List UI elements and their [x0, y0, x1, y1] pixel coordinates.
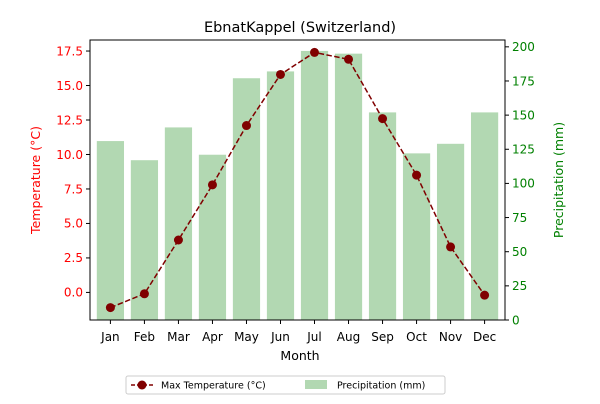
left-tick-label: 17.5 — [56, 44, 83, 58]
temperature-point — [275, 69, 285, 79]
x-axis: Jan Feb Mar Apr May Jun Jul Aug Sep Oct Nov Dec — [100, 320, 496, 344]
legend-label-precipitation: Precipitation (mm) — [337, 381, 425, 392]
right-tick-label: 200 — [512, 40, 535, 54]
precipitation-bar — [164, 127, 193, 320]
x-tick-label: Jun — [270, 330, 290, 344]
precipitation-bar — [368, 112, 397, 320]
temperature-point — [173, 235, 183, 245]
temperature-point — [480, 290, 490, 300]
right-tick-label: 100 — [512, 177, 535, 191]
precipitation-bar — [266, 71, 295, 320]
left-axis-label: Temperature (°C) — [28, 126, 43, 235]
temperature-point — [412, 170, 422, 180]
temperature-point — [446, 242, 456, 252]
right-tick-label: 175 — [512, 74, 535, 88]
temperature-point — [310, 47, 320, 57]
legend-frame — [125, 375, 446, 395]
x-tick-label: Aug — [337, 330, 360, 344]
temperature-point — [241, 121, 251, 131]
legend-marker-swatch — [137, 380, 147, 390]
x-tick-label: Nov — [439, 330, 462, 344]
right-tick-label: 25 — [512, 279, 527, 293]
chart-title: EbnatKappel (Switzerland) — [204, 20, 396, 36]
temperature-point — [344, 54, 354, 64]
left-tick-label: 0.0 — [64, 286, 83, 300]
left-tick-label: 15.0 — [56, 79, 83, 93]
x-tick-label: May — [234, 330, 259, 344]
right-tick-label: 50 — [512, 245, 527, 259]
x-tick-label: Jul — [306, 330, 321, 344]
temperature-line — [105, 47, 490, 313]
x-tick-label: Feb — [134, 330, 155, 344]
right-tick-label: 150 — [512, 108, 535, 122]
legend-label-temperature: Max Temperature (°C) — [161, 381, 266, 392]
left-tick-label: 2.5 — [64, 251, 83, 265]
x-tick-label: Sep — [371, 330, 394, 344]
left-tick-label: 5.0 — [64, 217, 83, 231]
precipitation-bar — [470, 112, 499, 320]
x-axis-label: Month — [280, 348, 319, 363]
temperature-point — [378, 114, 388, 124]
temperature-point — [207, 180, 217, 190]
x-tick-label: Dec — [473, 330, 496, 344]
x-tick-label: Jan — [100, 330, 120, 344]
temperature-point — [139, 289, 149, 299]
plot-frame — [89, 39, 506, 321]
x-tick-label: Oct — [406, 330, 427, 344]
precipitation-bar — [198, 154, 227, 320]
x-tick-label: Apr — [202, 330, 223, 344]
left-tick-label: 12.5 — [56, 113, 83, 127]
legend-bar-swatch — [305, 380, 327, 389]
precipitation-bar — [300, 50, 329, 321]
right-tick-label: 75 — [512, 211, 527, 225]
legend: Max Temperature (°C) Precipitation (mm) — [125, 375, 446, 395]
precipitation-bar — [232, 78, 261, 321]
precipitation-bar — [436, 143, 465, 320]
right-axis-label: Precipitation (mm) — [551, 122, 566, 238]
right-tick-label: 125 — [512, 143, 535, 157]
precipitation-bar — [96, 141, 125, 320]
right-y-axis: 0 25 50 75 100 125 150 175 200 — [505, 40, 535, 327]
temperature-line-path — [110, 51, 486, 309]
left-y-axis: 0.0 2.5 5.0 7.5 10.0 12.5 15.0 17.5 — [56, 44, 90, 300]
left-tick-label: 10.0 — [56, 148, 83, 162]
precipitation-bars — [96, 50, 499, 321]
left-tick-label: 7.5 — [64, 182, 83, 196]
x-tick-label: Mar — [167, 330, 190, 344]
precipitation-bar — [334, 53, 363, 320]
temperature-point — [105, 303, 115, 313]
precipitation-bar — [402, 153, 431, 320]
right-tick-label: 0 — [512, 313, 520, 327]
